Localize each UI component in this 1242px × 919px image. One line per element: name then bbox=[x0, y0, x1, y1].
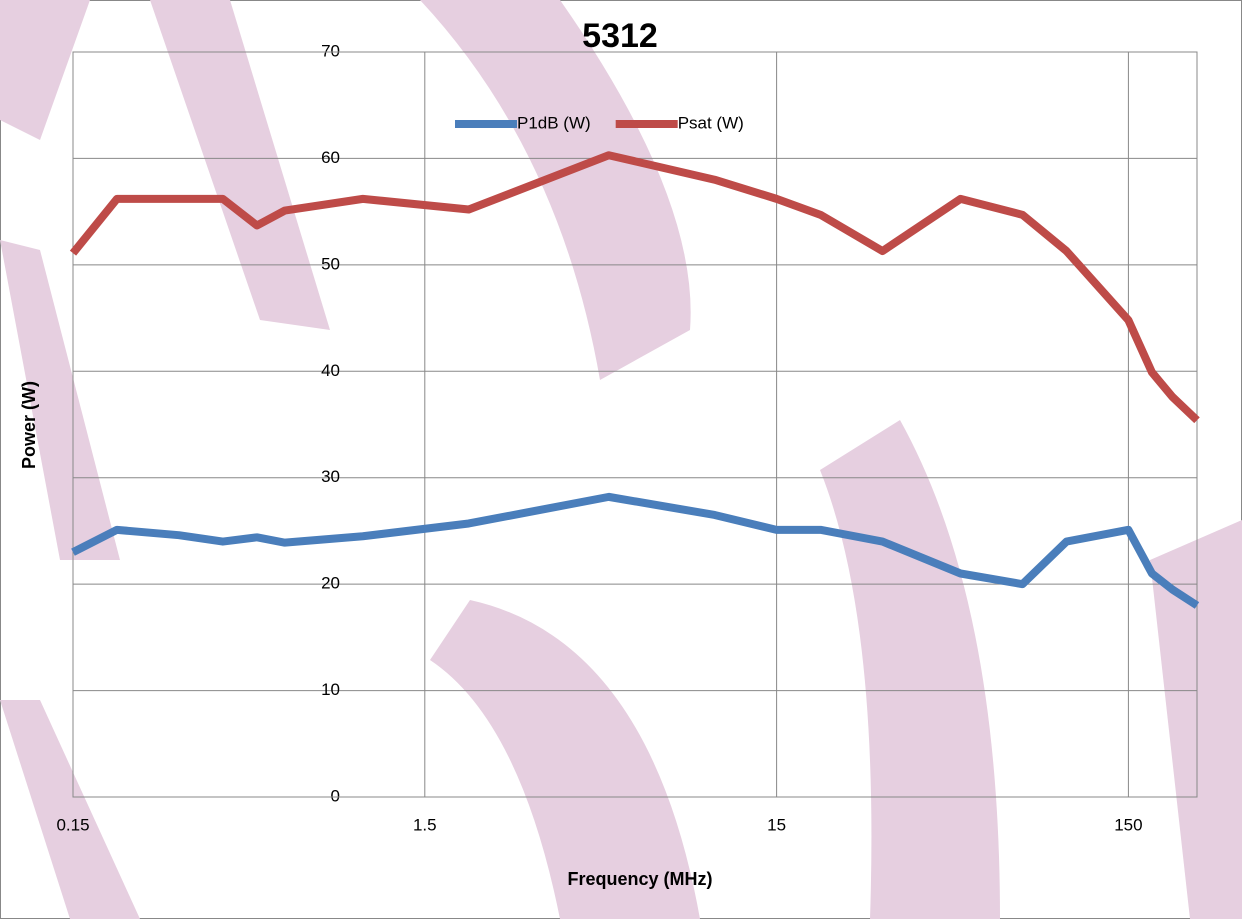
x-tick-label: 15 bbox=[767, 815, 786, 834]
y-tick-label: 30 bbox=[321, 467, 340, 486]
chart-title: 5312 bbox=[582, 17, 658, 55]
y-tick-label: 10 bbox=[321, 680, 340, 699]
y-axis-label: Power (W) bbox=[19, 381, 39, 469]
legend-label: P1dB (W) bbox=[517, 113, 591, 132]
y-tick-label: 0 bbox=[331, 786, 340, 805]
y-tick-label: 70 bbox=[321, 41, 340, 60]
x-tick-label: 0.15 bbox=[56, 815, 89, 834]
chart: 5312 Frequency (MHz) Power (W) 0 10 20 30 40… bbox=[0, 0, 1242, 919]
y-tick-label: 40 bbox=[321, 361, 340, 380]
legend-label: Psat (W) bbox=[678, 113, 744, 132]
y-tick-label: 50 bbox=[321, 254, 340, 273]
x-tick-label: 1.5 bbox=[413, 815, 437, 834]
x-tick-label: 150 bbox=[1114, 815, 1142, 834]
y-tick-label: 20 bbox=[321, 574, 340, 593]
x-axis-label: Frequency (MHz) bbox=[567, 869, 712, 889]
y-tick-label: 60 bbox=[321, 148, 340, 167]
